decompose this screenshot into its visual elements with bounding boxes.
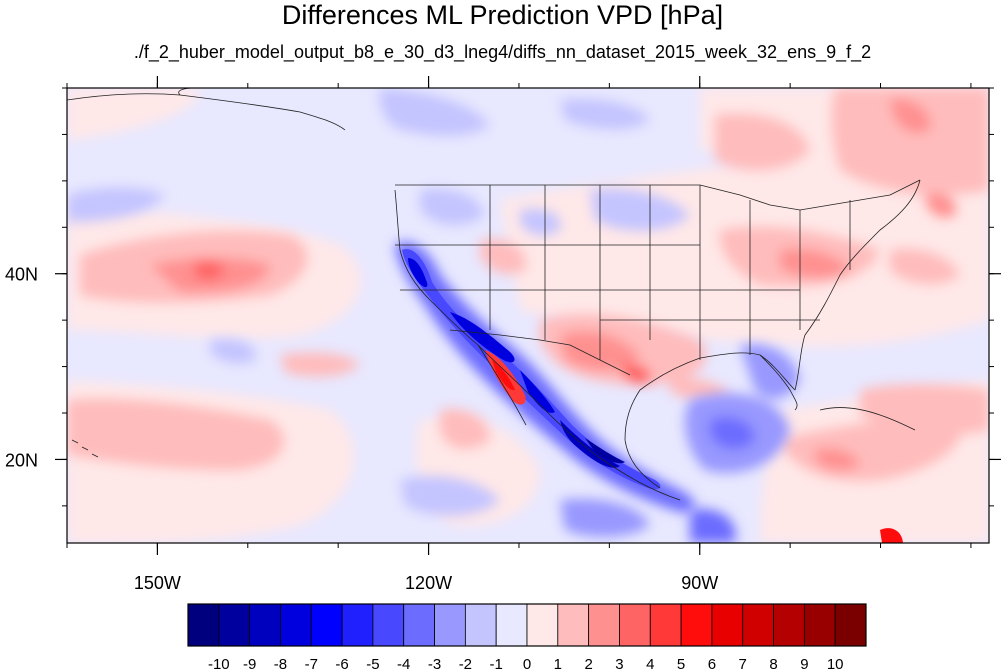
plot-subtitle: ./f_2_huber_model_output_b8_e_30_d3_lneg… <box>133 42 872 62</box>
colorbar-swatch <box>711 603 744 647</box>
colorbar-label: -7 <box>305 656 318 672</box>
colorbar-label: 6 <box>708 656 716 672</box>
colorbar-label: -5 <box>366 656 379 672</box>
colorbar-label: 8 <box>769 656 777 672</box>
colorbar-label: 0 <box>523 656 531 672</box>
colorbar-label: 1 <box>554 656 562 672</box>
colorbar-swatch <box>680 603 713 647</box>
colorbar-label: 2 <box>584 656 592 672</box>
colorbar-swatch <box>495 603 528 647</box>
colorbar-swatch <box>403 603 435 647</box>
colorbar-swatch <box>588 603 620 647</box>
colorbar-swatch <box>187 603 220 647</box>
colorbar-swatch <box>310 603 343 647</box>
colorbar-label: 10 <box>827 656 844 672</box>
colorbar-swatch <box>834 603 867 647</box>
colorbar-swatch <box>464 603 497 647</box>
colorbar-label: -3 <box>428 656 441 672</box>
colorbar-swatch <box>249 603 281 647</box>
colorbar-label: -2 <box>459 656 472 672</box>
colorbar-label: 5 <box>677 656 685 672</box>
plot-title: Differences ML Prediction VPD [hPa] <box>281 0 724 30</box>
colorbar-label: -8 <box>274 656 287 672</box>
colorbar-swatch <box>372 603 405 647</box>
x-tick-label: 90W <box>681 573 718 593</box>
colorbar-label: 7 <box>739 656 747 672</box>
colorbar-swatch <box>341 603 374 647</box>
colorbar-swatch <box>280 603 312 647</box>
political-boundaries <box>67 88 921 501</box>
colorbar-label: 3 <box>615 656 623 672</box>
colorbar-swatch <box>803 603 836 647</box>
colorbar-swatch <box>526 603 559 647</box>
colorbar-label: -4 <box>397 656 410 672</box>
x-tick-label: 150W <box>134 573 181 593</box>
colorbar-swatch <box>434 603 466 647</box>
colorbar-label: 9 <box>800 656 808 672</box>
colorbar-label: 4 <box>646 656 654 672</box>
y-tick-label: 20N <box>5 450 38 470</box>
colorbar-swatch <box>557 603 590 647</box>
colorbar-swatch <box>649 603 682 647</box>
colorbar-swatch <box>742 603 774 647</box>
colorbar-swatch <box>773 603 805 647</box>
colorbar-label: -10 <box>208 656 230 672</box>
map-axes: 150W 120W 90W 40N 20N <box>5 76 1001 593</box>
y-tick-label: 40N <box>5 265 38 285</box>
colorbar-label: -9 <box>243 656 256 672</box>
colorbar-label: -1 <box>490 656 503 672</box>
colorbar: -10 -9 -8 -7 -6 -5 -4 -3 -2 -1 0 1 2 3 4 5 6 7 8 9 10 <box>187 603 867 672</box>
colorbar-swatch <box>218 603 251 647</box>
map-frame <box>66 87 990 544</box>
x-tick-label: 120W <box>405 573 452 593</box>
colorbar-swatch <box>619 603 651 647</box>
colorbar-frame <box>187 603 867 647</box>
colorbar-label: -6 <box>335 656 348 672</box>
vpd-difference-field <box>67 88 989 543</box>
